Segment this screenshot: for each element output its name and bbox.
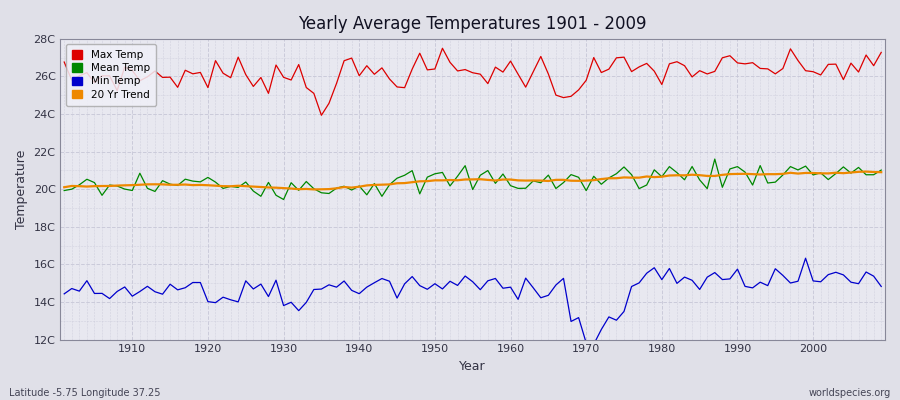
X-axis label: Year: Year: [459, 360, 486, 373]
Title: Yearly Average Temperatures 1901 - 2009: Yearly Average Temperatures 1901 - 2009: [299, 15, 647, 33]
Text: worldspecies.org: worldspecies.org: [809, 388, 891, 398]
Text: Latitude -5.75 Longitude 37.25: Latitude -5.75 Longitude 37.25: [9, 388, 160, 398]
Legend: Max Temp, Mean Temp, Min Temp, 20 Yr Trend: Max Temp, Mean Temp, Min Temp, 20 Yr Tre…: [66, 44, 156, 106]
Y-axis label: Temperature: Temperature: [15, 150, 28, 229]
